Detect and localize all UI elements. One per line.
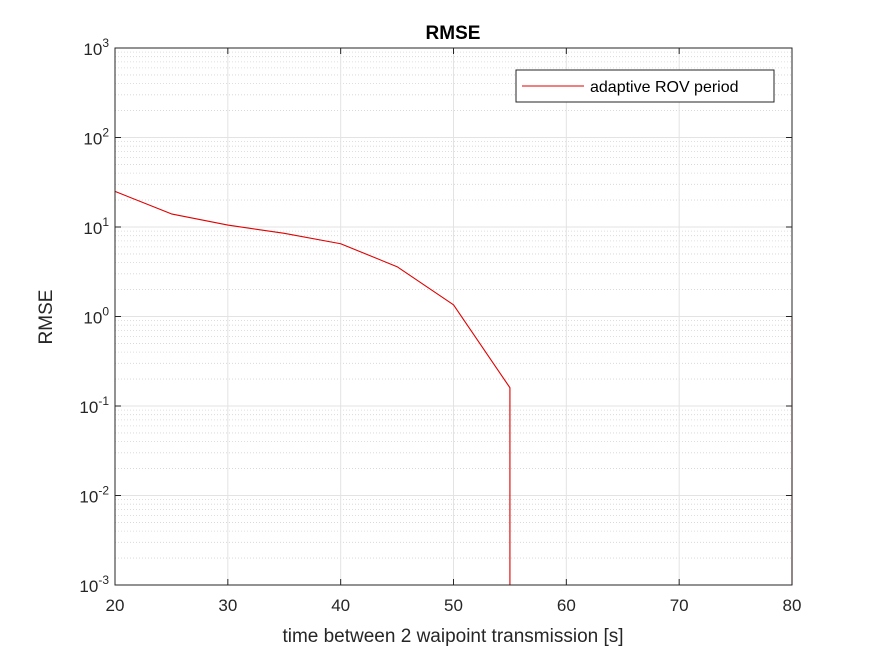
legend-label: adaptive ROV period [590,79,739,96]
y-tick-base: 10 [79,577,98,596]
y-tick-label: 10-3 [79,573,109,596]
y-tick-exponent: 3 [102,36,109,50]
y-tick-exponent: 2 [102,126,109,140]
y-tick-exponent: -1 [98,394,109,408]
x-axis-label: time between 2 waipoint transmission [s] [282,626,623,647]
x-tick-label: 40 [331,596,350,615]
y-tick-base: 10 [83,219,102,238]
x-tick-label: 60 [557,596,576,615]
x-tick-label: 70 [670,596,689,615]
x-tick-label: 80 [783,596,802,615]
legend: adaptive ROV period [515,69,775,103]
y-tick-exponent: -2 [98,484,109,498]
y-tick-base: 10 [79,488,98,507]
chart-title: RMSE [426,23,481,44]
y-tick-exponent: 1 [102,215,109,229]
x-tick-label: 50 [444,596,463,615]
y-tick-base: 10 [79,398,98,417]
y-tick-exponent: 0 [102,305,109,319]
major-grid [115,48,792,585]
y-tick-exponent: -3 [98,573,109,587]
y-axis-label: RMSE [36,290,57,345]
y-tick-label: 102 [83,126,109,149]
y-tick-base: 10 [83,130,102,149]
tick-marks [114,47,793,586]
y-tick-label: 100 [83,305,109,328]
y-tick-label: 10-1 [79,394,109,417]
y-tick-label: 10-2 [79,484,109,507]
y-tick-base: 10 [83,309,102,328]
y-tick-label: 103 [83,36,109,59]
series-line-adaptive-rov-period [114,190,511,585]
y-tick-label: 101 [83,215,109,238]
x-tick-label: 20 [106,596,125,615]
x-tick-labels: 20 30 40 50 60 70 80 [106,596,802,615]
y-tick-base: 10 [83,40,102,59]
x-tick-label: 30 [218,596,237,615]
